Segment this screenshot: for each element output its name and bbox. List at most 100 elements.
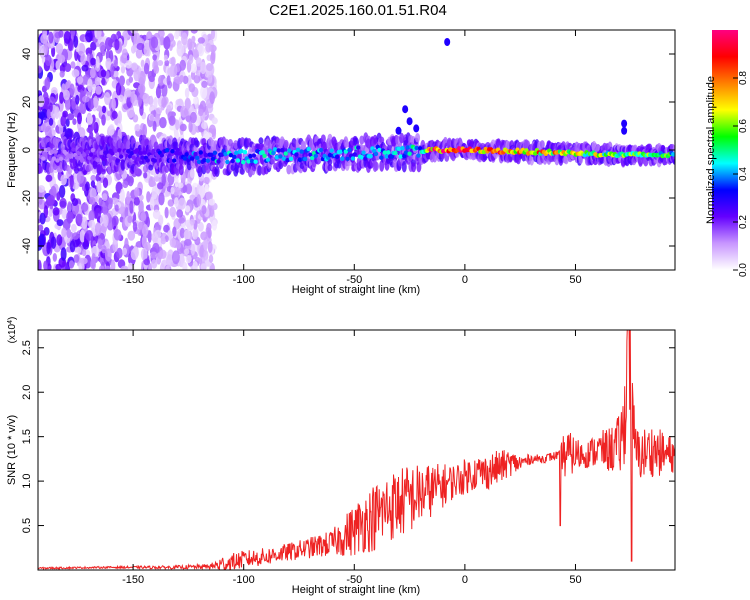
spectrogram-cell [185, 183, 193, 195]
spectrogram-cell [327, 164, 333, 172]
spectrogram-cell [272, 147, 278, 152]
colorbar-gradient [712, 30, 738, 270]
spectrogram-cell [111, 97, 116, 111]
snr-x-label: Height of straight line (km) [292, 584, 420, 596]
spectrogram-cell [81, 216, 88, 229]
spectrogram-cell [67, 153, 73, 159]
spectrogram-cell [117, 110, 122, 124]
spectrogram-cell [169, 64, 174, 78]
spectrogram-cell [197, 221, 204, 232]
snr-y-ticks: 0.5 1.0 1.5 2.0 2.5 [21, 340, 675, 533]
spectrogram-cell [107, 125, 115, 136]
spectrogram-cell [402, 105, 409, 114]
spectrogram-cell [49, 149, 55, 155]
spectrogram-cell [80, 52, 86, 66]
spectrogram-cell [164, 206, 169, 219]
spectrogram-cell [85, 149, 90, 155]
spectrogram-cell [347, 147, 352, 153]
spectrogram-cell [183, 248, 190, 255]
spectrogram-cell [115, 158, 120, 163]
spectrogram-cell [132, 114, 139, 123]
spectrogram-cell [38, 259, 42, 270]
spectrogram-cell [145, 216, 150, 228]
spectrogram-cell [71, 69, 80, 78]
spectrogram-cell [48, 208, 53, 217]
snr-x-ticks: -150 -100 -50 0 50 [122, 330, 582, 586]
spectrogram-cell [38, 233, 46, 248]
spectrogram-cell [110, 63, 115, 77]
spectrogram-cell [416, 161, 422, 173]
colorbar-tick-label: 0.2 [738, 215, 749, 229]
spectrogram-cell [51, 156, 57, 161]
spectrogram-cell [90, 174, 97, 182]
spectrogram-cell [195, 155, 200, 160]
x-tick-label: -150 [122, 574, 144, 586]
spectrogram-cell [359, 135, 365, 145]
spectrogram-cell [214, 165, 220, 178]
spectrogram-cell [105, 57, 112, 70]
spectrogram-cell [136, 42, 145, 51]
spectrogram-cell [210, 51, 216, 65]
spectrogram-cell [76, 171, 85, 184]
spectrogram-cell [193, 96, 198, 105]
spectrogram-cell [262, 153, 267, 158]
spectrogram-cell [184, 107, 189, 116]
spectrogram-cell [189, 111, 197, 124]
spectrogram-cell [62, 110, 69, 118]
spectrogram-cell [418, 146, 423, 151]
spectrogram-cell [85, 181, 90, 192]
spectrogram-cell [209, 152, 214, 157]
spectrogram-cell [379, 160, 385, 172]
spectrogram-cell [672, 145, 675, 153]
spectrogram-cell [141, 234, 147, 248]
spectrogram-cell [104, 248, 112, 262]
spectrogram-cell [130, 30, 139, 34]
spectrogram-cell [154, 229, 162, 239]
y-tick-label: 40 [21, 48, 33, 60]
spectrogram-cell [203, 153, 209, 158]
spectrogram-cell [288, 156, 294, 162]
spectrogram-cell [118, 94, 124, 103]
spectrogram-cell [90, 148, 96, 153]
spectrogram-cell [85, 47, 93, 56]
spectrogram-cell [138, 221, 144, 231]
spectrogram-cell [373, 161, 379, 171]
spectrogram-cell [178, 164, 184, 176]
spectrogram-cell [51, 45, 56, 58]
spectrogram-cell [102, 205, 108, 216]
spectrogram-cell [38, 111, 46, 120]
spectrogram-cell [79, 257, 88, 265]
spectrogram-cell [148, 164, 154, 171]
spectrogram-cell [55, 43, 64, 54]
spectrogram-cell [38, 95, 45, 108]
colorbar-ticks: 0.0 0.2 0.4 0.6 0.8 [733, 71, 749, 277]
spectrogram-cell [179, 123, 187, 132]
spectrogram-cell [340, 156, 345, 161]
spectrogram-cell [54, 106, 60, 119]
spectrogram-cell [176, 209, 184, 218]
spectrogram-cell [159, 153, 165, 158]
spectrogram-cell [208, 198, 216, 206]
spectrogram-cell [253, 159, 258, 164]
spectrogram-cell [444, 38, 451, 46]
spectrogram-cell [111, 215, 119, 227]
spectrogram-cell [132, 221, 138, 232]
spectrogram-cell [122, 48, 128, 59]
spectrogram-cell [334, 154, 340, 160]
spectrogram-cell [44, 125, 52, 139]
spectrogram-cell [63, 89, 70, 101]
spectrogram-cell [129, 151, 134, 156]
spectrogram-cell [50, 236, 57, 249]
spectrogram-cell [174, 197, 179, 208]
spectrogram-cell [193, 74, 201, 84]
spectrogram-cell [38, 117, 42, 125]
spectrogram-cell [379, 136, 385, 144]
spectrogram-cell [69, 83, 75, 96]
spectrogram-cell [118, 154, 124, 159]
spectrogram-cell [157, 60, 164, 67]
spectrogram-cell [228, 152, 234, 158]
spectrogram-cell [163, 224, 170, 233]
spectrogram-cell [187, 38, 193, 51]
spectrogram-cell [396, 146, 402, 152]
spectrogram-cell [153, 65, 160, 74]
